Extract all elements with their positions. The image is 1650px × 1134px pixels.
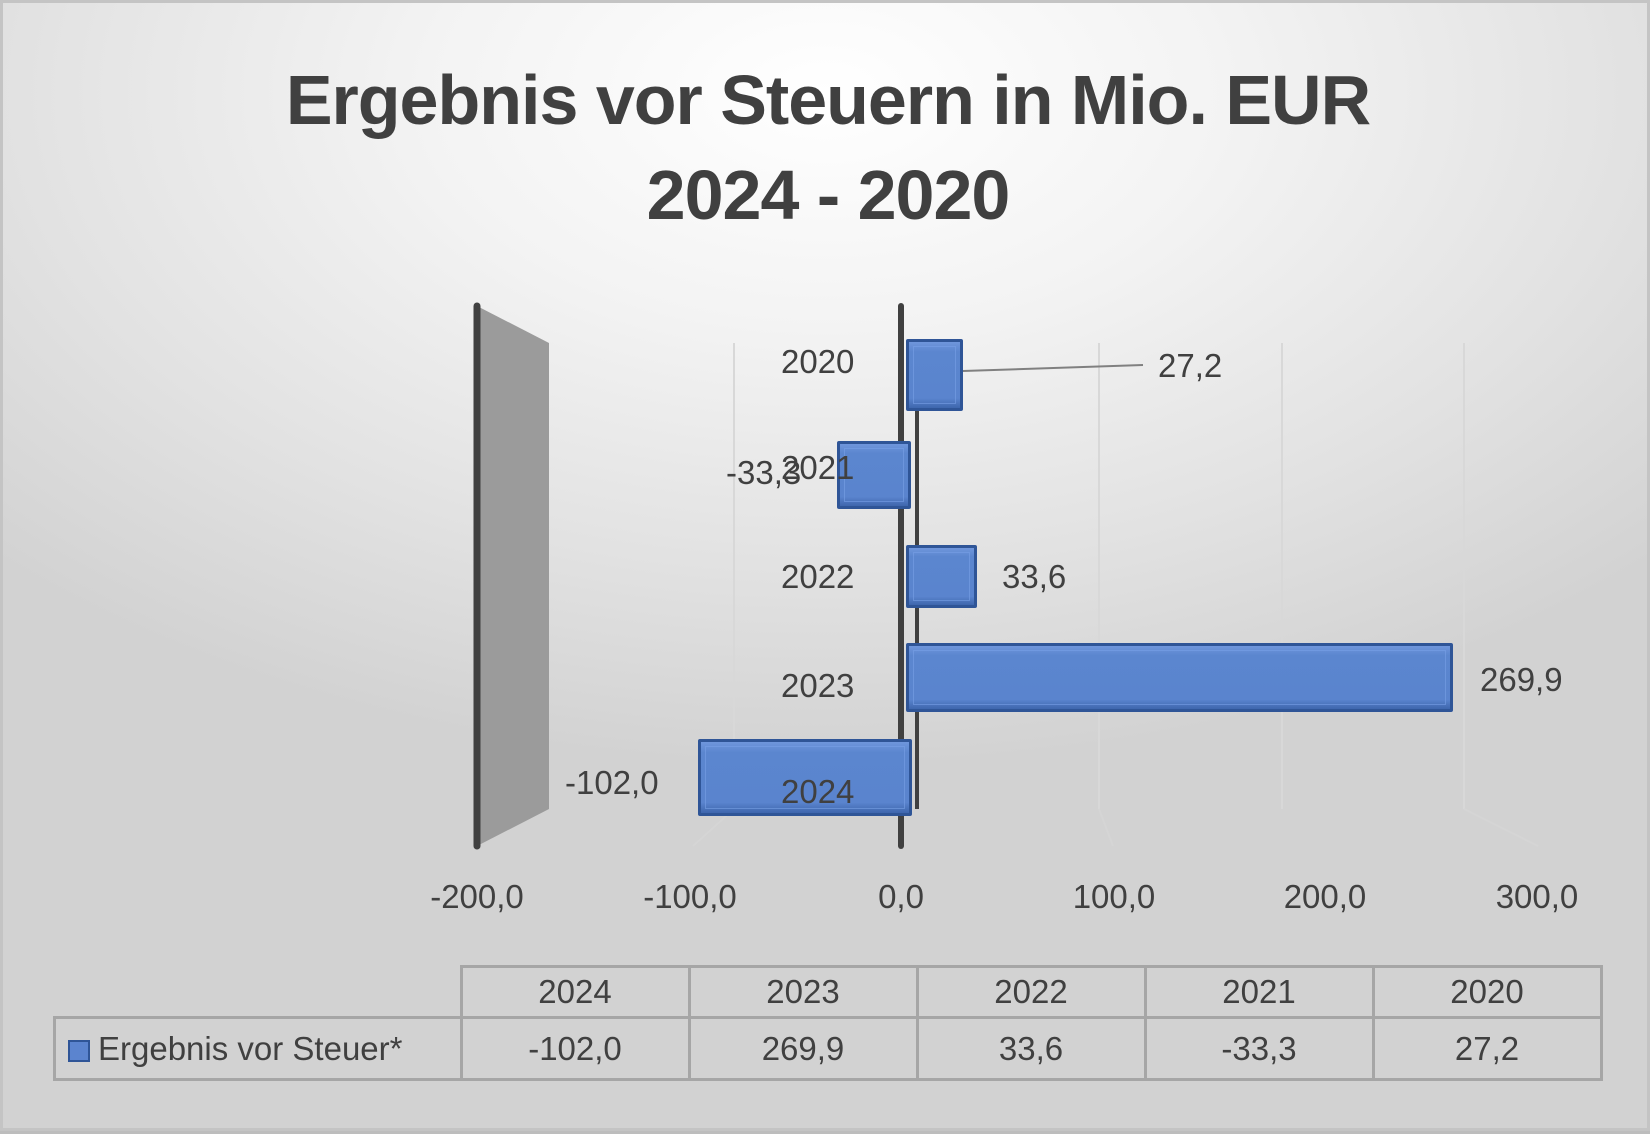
chart-title-line2: 2024 - 2020 (646, 156, 1011, 234)
chart-title: Ergebnis vor Steuern in Mio. EUR 2024 - … (3, 53, 1650, 243)
x-tick-label: 100,0 (1072, 878, 1156, 915)
category-label-2022: 2022 (781, 558, 855, 595)
category-label-2024: 2024 (781, 773, 855, 810)
data-table-cell: -33,3 (1143, 1016, 1375, 1081)
bar-2023 (906, 643, 1453, 712)
chart-title-line1: Ergebnis vor Steuern in Mio. EUR (285, 61, 1371, 139)
data-table-cell: -102,0 (459, 1016, 691, 1081)
category-label-2021: 2021 (781, 449, 855, 486)
data-table: 2024 2023 2022 2021 2020 Ergebnis vor St… (53, 965, 1603, 1081)
data-label-2021: -33,3 (726, 454, 802, 491)
data-table-cell: 33,6 (915, 1016, 1147, 1081)
x-tick-label: -200,0 (430, 878, 524, 915)
bar-2024 (698, 739, 912, 816)
legend-key-icon (68, 1039, 90, 1062)
data-label-2022: 33,6 (1002, 558, 1067, 595)
data-table-corner (54, 966, 463, 1019)
bar-2020 (906, 339, 963, 411)
data-table-header: 2021 (1143, 965, 1375, 1019)
data-label-2023: 269,9 (1480, 661, 1563, 698)
x-tick-label: 0,0 (878, 878, 924, 915)
data-table-cell: 27,2 (1371, 1016, 1603, 1081)
category-label-2020: 2020 (781, 343, 855, 380)
data-table-cell: 269,9 (687, 1016, 919, 1081)
data-table-row: Ergebnis vor Steuer* -102,0 269,9 33,6 -… (53, 1016, 1603, 1081)
x-tick-label: -100,0 (643, 878, 737, 915)
legend-entry: Ergebnis vor Steuer* (53, 1016, 463, 1081)
data-table-header: 2020 (1371, 965, 1603, 1019)
data-label-2024: -102,0 (565, 764, 659, 801)
plot-area: 2020 2021 2022 2023 2024 27,2 -33,3 33,6… (3, 3, 1650, 1134)
legend-label: Ergebnis vor Steuer* (98, 1029, 403, 1067)
bar-2021 (837, 441, 911, 509)
bar-2022 (906, 545, 977, 608)
data-table-header: 2023 (687, 965, 919, 1019)
category-label-2023: 2023 (781, 667, 855, 704)
floor-line (1098, 808, 1114, 847)
data-table-header-row: 2024 2023 2022 2021 2020 (54, 965, 1603, 1019)
floor-line (1463, 808, 1539, 847)
x-tick-label: 300,0 (1495, 878, 1579, 915)
x-tick-label: 200,0 (1283, 878, 1367, 915)
data-table-header: 2024 (459, 965, 691, 1019)
side-wall (477, 306, 549, 846)
data-label-2020: 27,2 (1158, 347, 1223, 384)
leader-line (962, 364, 1144, 372)
data-table-header: 2022 (915, 965, 1147, 1019)
